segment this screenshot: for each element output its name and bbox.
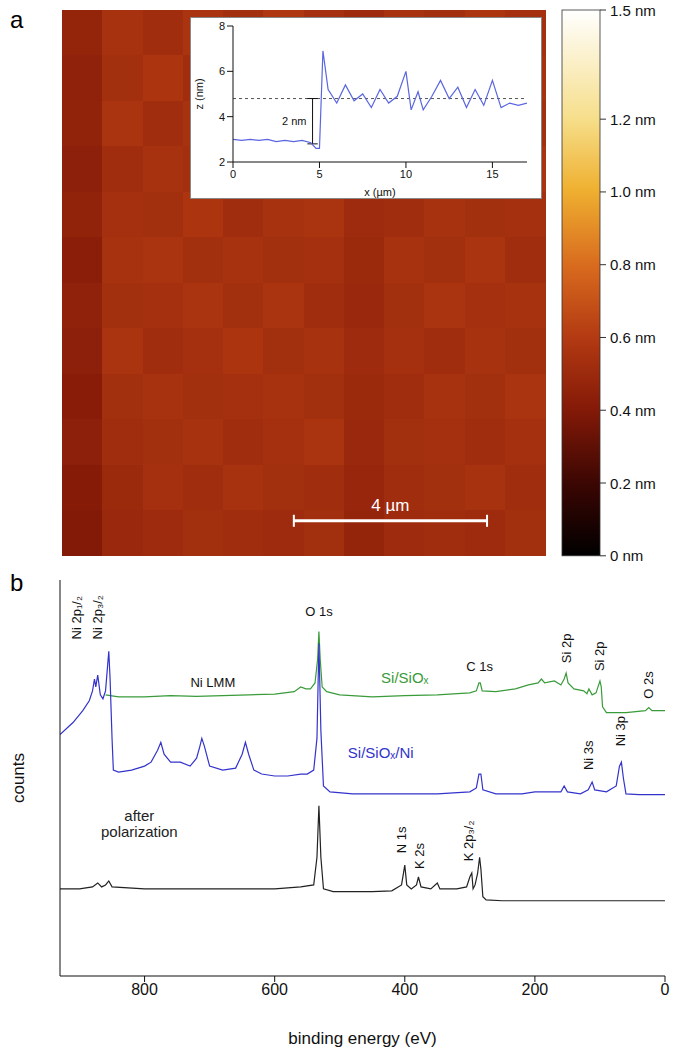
svg-text:1.2 nm: 1.2 nm [610, 111, 656, 128]
svg-text:0.4 nm: 0.4 nm [610, 402, 656, 419]
svg-text:4: 4 [219, 111, 225, 123]
svg-text:C 1s: C 1s [466, 659, 493, 674]
svg-text:800: 800 [131, 981, 158, 998]
svg-text:counts: counts [9, 753, 28, 803]
svg-text:Si 2p: Si 2p [592, 641, 607, 671]
svg-text:Ni 3s: Ni 3s [581, 740, 596, 770]
svg-text:0: 0 [230, 168, 236, 180]
svg-text:5: 5 [316, 168, 322, 180]
svg-text:Ni 2p₁/₂: Ni 2p₁/₂ [69, 596, 84, 639]
svg-text:binding energy (eV): binding energy (eV) [288, 1029, 436, 1048]
svg-text:2: 2 [219, 156, 225, 168]
svg-text:0: 0 [661, 981, 670, 998]
svg-text:Ni LMM: Ni LMM [190, 675, 235, 690]
svg-text:400: 400 [391, 981, 418, 998]
svg-text:K 2s: K 2s [412, 843, 427, 870]
svg-text:6: 6 [219, 65, 225, 77]
svg-text:600: 600 [261, 981, 288, 998]
svg-text:afterpolarization: afterpolarization [101, 807, 178, 841]
html-text:b: b [10, 569, 24, 596]
svg-text:Ni 2p₃/₂: Ni 2p₃/₂ [90, 595, 105, 639]
svg-text:O 1s: O 1s [305, 604, 333, 619]
svg-text:0.6 nm: 0.6 nm [610, 329, 656, 346]
svg-text:1.5 nm: 1.5 nm [610, 2, 656, 19]
svg-text:Si/SiOₓ: Si/SiOₓ [381, 669, 429, 686]
svg-text:0 nm: 0 nm [610, 547, 643, 564]
svg-text:4 µm: 4 µm [371, 496, 409, 515]
svg-text:Si/SiOₓ/Ni: Si/SiOₓ/Ni [348, 744, 414, 761]
svg-text:10: 10 [400, 168, 412, 180]
svg-text:O 2s: O 2s [641, 671, 656, 699]
svg-text:K 2p₃/₂: K 2p₃/₂ [461, 820, 476, 861]
svg-text:200: 200 [522, 981, 549, 998]
svg-text:0.8 nm: 0.8 nm [610, 256, 656, 273]
svg-text:z (nm): z (nm) [193, 78, 205, 109]
svg-text:1.0 nm: 1.0 nm [610, 183, 656, 200]
svg-text:2 nm: 2 nm [282, 115, 306, 127]
svg-text:8: 8 [219, 20, 225, 32]
svg-text:0.2 nm: 0.2 nm [610, 475, 656, 492]
svg-text:Si 2p: Si 2p [559, 634, 574, 664]
svg-text:x (µm): x (µm) [364, 186, 395, 198]
svg-text:a: a [10, 6, 24, 33]
svg-text:N 1s: N 1s [394, 826, 409, 853]
svg-text:Ni 3p: Ni 3p [613, 716, 628, 746]
svg-text:15: 15 [486, 168, 498, 180]
